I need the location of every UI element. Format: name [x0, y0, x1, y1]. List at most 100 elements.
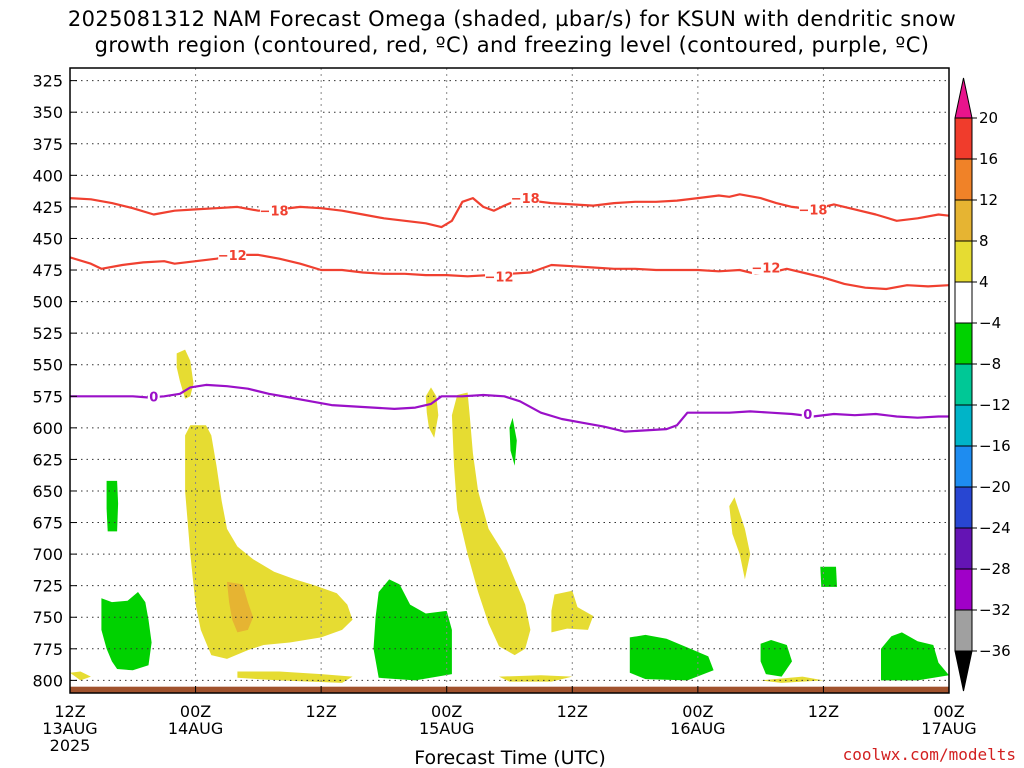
credit-link[interactable]: coolwx.com/modelts — [843, 745, 1016, 764]
colorbar-bin-11 — [954, 568, 973, 611]
contour-label-bg--18-0 — [260, 202, 289, 218]
colorbar-bin-6 — [954, 363, 973, 406]
x-tick-label-12-1: 14AUG — [168, 719, 223, 738]
colorbar-bin-8 — [954, 445, 973, 488]
contour-line-0 — [70, 383, 949, 433]
x-tick-label-0-2: 2025 — [50, 736, 91, 755]
omega-region-1 — [185, 425, 353, 659]
y-tick-label-525: 525 — [32, 324, 63, 343]
colorbar-label-12: −32 — [979, 601, 1011, 619]
omega-region-11 — [106, 480, 119, 532]
chart-title: 2025081312 NAM Forecast Omega (shaded, µ… — [0, 6, 1024, 58]
contour-line--18 — [70, 193, 949, 229]
contour-label--12-0: −12 — [218, 249, 247, 264]
colorbar-label-13: −36 — [979, 642, 1011, 660]
colorbar-arrow-top — [954, 77, 973, 119]
x-tick-label-36-1: 15AUG — [419, 719, 474, 738]
y-tick-label-800: 800 — [32, 671, 63, 690]
colorbar-bin-3 — [954, 240, 973, 283]
y-tick-label-325: 325 — [32, 72, 63, 91]
y-tick-label-625: 625 — [32, 450, 63, 469]
omega-region-16 — [760, 640, 792, 677]
contour-label-bg--18-2 — [798, 201, 827, 217]
x-tick-label-12-0: 00Z — [180, 702, 211, 721]
y-tick-label-500: 500 — [32, 293, 63, 312]
x-tick-label-84-0: 00Z — [933, 702, 964, 721]
plot-frame — [69, 67, 950, 694]
x-tick-label-84-1: 17AUG — [921, 719, 976, 738]
colorbar-bin-1 — [954, 158, 973, 201]
y-tick-label-425: 425 — [32, 198, 63, 217]
omega-region-7 — [499, 675, 573, 682]
colorbar-label-6: −8 — [979, 355, 1001, 373]
colorbar-bin-7 — [954, 404, 973, 447]
y-tick-label-550: 550 — [32, 356, 63, 375]
omega-region-0 — [176, 349, 194, 399]
omega-region-15 — [629, 634, 714, 681]
colorbar-bin-5 — [954, 322, 973, 365]
x-tick-label-36-0: 00Z — [431, 702, 462, 721]
y-tick-label-775: 775 — [32, 640, 63, 659]
omega-region-6 — [551, 590, 594, 633]
omega-region-2 — [227, 581, 254, 633]
x-tick-label-0-1: 13AUG — [42, 719, 97, 738]
omega-region-8 — [729, 497, 751, 580]
contour-label-0-0: 0 — [149, 390, 158, 405]
y-tick-label-600: 600 — [32, 419, 63, 438]
y-tick-label-750: 750 — [32, 608, 63, 627]
omega-region-13 — [373, 579, 452, 681]
contour-label-bg--12-0 — [218, 246, 247, 262]
omega-region-14 — [509, 417, 517, 466]
y-tick-label-725: 725 — [32, 577, 63, 596]
omega-region-10 — [70, 671, 91, 681]
colorbar-bin-2 — [954, 199, 973, 242]
colorbar-label-8: −16 — [979, 437, 1011, 455]
colorbar-bin-4 — [954, 281, 973, 324]
colorbar-label-4: 4 — [979, 273, 989, 291]
contour-label-bg-0-0 — [147, 388, 160, 404]
omega-region-9 — [760, 676, 824, 683]
colorbar-label-11: −28 — [979, 560, 1011, 578]
x-tick-label-0-0: 12Z — [54, 702, 85, 721]
y-tick-label-450: 450 — [32, 229, 63, 248]
contour-label-bg-0-1 — [801, 405, 814, 421]
omega-region-18 — [881, 632, 949, 681]
omega-region-17 — [820, 566, 837, 587]
x-tick-label-24-0: 12Z — [305, 702, 336, 721]
colorbar-label-10: −24 — [979, 519, 1011, 537]
y-tick-label-375: 375 — [32, 135, 63, 154]
colorbar-label-2: 12 — [979, 191, 998, 209]
contour-label-bg--12-2 — [751, 259, 780, 275]
contour-label--18-0: −18 — [260, 205, 289, 220]
colorbar-label-3: 8 — [979, 232, 989, 250]
omega-region-5 — [451, 392, 531, 656]
x-tick-label-72-0: 12Z — [808, 702, 839, 721]
colorbar-arrow-bottom — [954, 650, 973, 692]
chart-title-line-1: 2025081312 NAM Forecast Omega (shaded, µ… — [67, 7, 957, 31]
x-tick-label-60-1: 16AUG — [670, 719, 725, 738]
y-tick-label-675: 675 — [32, 514, 63, 533]
chart-title-line-2: growth region (contoured, red, ºC) and f… — [94, 33, 930, 57]
contour-label--18-1: −18 — [511, 192, 540, 207]
colorbar-bin-12 — [954, 609, 973, 652]
contour-label--18-2: −18 — [798, 203, 827, 218]
colorbar-label-7: −12 — [979, 396, 1011, 414]
terrain-strip — [70, 686, 949, 693]
colorbar-bin-0 — [954, 117, 973, 160]
colorbar-label-1: 16 — [979, 150, 998, 168]
y-tick-label-575: 575 — [32, 387, 63, 406]
contour-label-bg--12-1 — [485, 268, 514, 284]
contour-label--12-1: −12 — [485, 270, 514, 285]
contour-label--12-2: −12 — [751, 261, 780, 276]
contour-label-bg--18-1 — [511, 190, 540, 206]
colorbar-label-9: −20 — [979, 478, 1011, 496]
colorbar-bin-9 — [954, 486, 973, 529]
y-tick-label-350: 350 — [32, 103, 63, 122]
colorbar-bin-10 — [954, 527, 973, 570]
x-tick-label-60-0: 00Z — [682, 702, 713, 721]
x-tick-label-48-0: 12Z — [557, 702, 588, 721]
colorbar-label-0: 20 — [979, 109, 998, 127]
y-tick-label-700: 700 — [32, 545, 63, 564]
omega-region-12 — [101, 592, 152, 671]
